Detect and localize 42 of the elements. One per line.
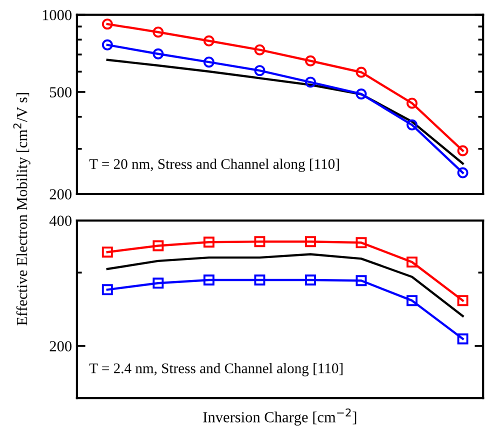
point xyxy=(102,18,113,30)
point xyxy=(457,333,468,344)
point xyxy=(203,236,214,248)
point xyxy=(305,274,316,286)
point xyxy=(203,35,214,46)
point xyxy=(203,56,214,68)
point xyxy=(406,98,418,109)
point xyxy=(406,119,418,130)
y-tick-label: 1000 xyxy=(42,10,72,20)
point xyxy=(406,295,418,306)
point xyxy=(152,240,164,252)
point xyxy=(457,145,468,156)
y-tick-label: 200 xyxy=(50,189,72,200)
y-tick-label: 500 xyxy=(50,87,72,98)
point xyxy=(254,274,266,286)
point xyxy=(457,167,468,178)
point xyxy=(305,55,316,66)
point xyxy=(254,65,266,76)
y-tick-label: 400 xyxy=(49,216,72,226)
point xyxy=(356,275,367,286)
line-series xyxy=(106,253,464,318)
point xyxy=(152,48,164,60)
point xyxy=(203,274,214,286)
point xyxy=(356,88,367,100)
annotation: T = 20 nm, Stress and Channel along [110] xyxy=(89,158,339,172)
point xyxy=(254,236,266,248)
y-tick-label: 200 xyxy=(50,341,72,352)
point xyxy=(356,237,367,248)
point xyxy=(102,246,113,258)
point xyxy=(152,278,164,289)
point xyxy=(457,295,468,306)
point xyxy=(102,39,113,50)
annotation: T = 2.4 nm, Stress and Channel along [110] xyxy=(89,362,343,376)
x-axis-title: Inversion Charge [cm$^{−2}$] xyxy=(203,408,356,426)
y-axis-title: Effective Electron Mobility [cm$^{2}$/V s] xyxy=(13,93,30,326)
point xyxy=(356,66,367,78)
point xyxy=(406,256,418,268)
point xyxy=(254,44,266,56)
point xyxy=(305,76,316,88)
point xyxy=(305,236,316,248)
point xyxy=(102,284,113,296)
point xyxy=(152,26,164,38)
